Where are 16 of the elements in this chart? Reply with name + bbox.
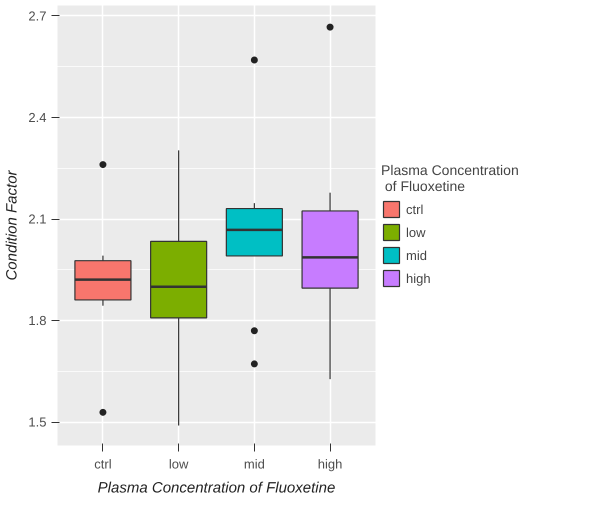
x-tick-label: low	[168, 456, 190, 472]
legend-label: high	[406, 270, 431, 286]
y-tick-label: 2.1	[28, 212, 47, 227]
x-tick-label: high	[318, 456, 342, 472]
y-tick-label: 1.5	[28, 414, 47, 430]
legend-label: mid	[406, 248, 427, 262]
y-tick-label: 1.8	[28, 313, 47, 328]
x-axis-title: Plasma Concentration of Fluoxetine	[98, 480, 336, 496]
y-tick-label: 2.7	[28, 8, 47, 24]
x-tick-label: mid	[244, 456, 265, 472]
y-tick-label: 2.4	[28, 110, 47, 126]
y-axis-title: Condition Factor	[3, 169, 20, 281]
x-tick-label: ctrl	[94, 456, 112, 472]
legend-label: low	[406, 224, 426, 240]
legend-title: Plasma Concentration of Fluoxetine	[381, 162, 519, 194]
legend-label: ctrl	[406, 202, 424, 216]
